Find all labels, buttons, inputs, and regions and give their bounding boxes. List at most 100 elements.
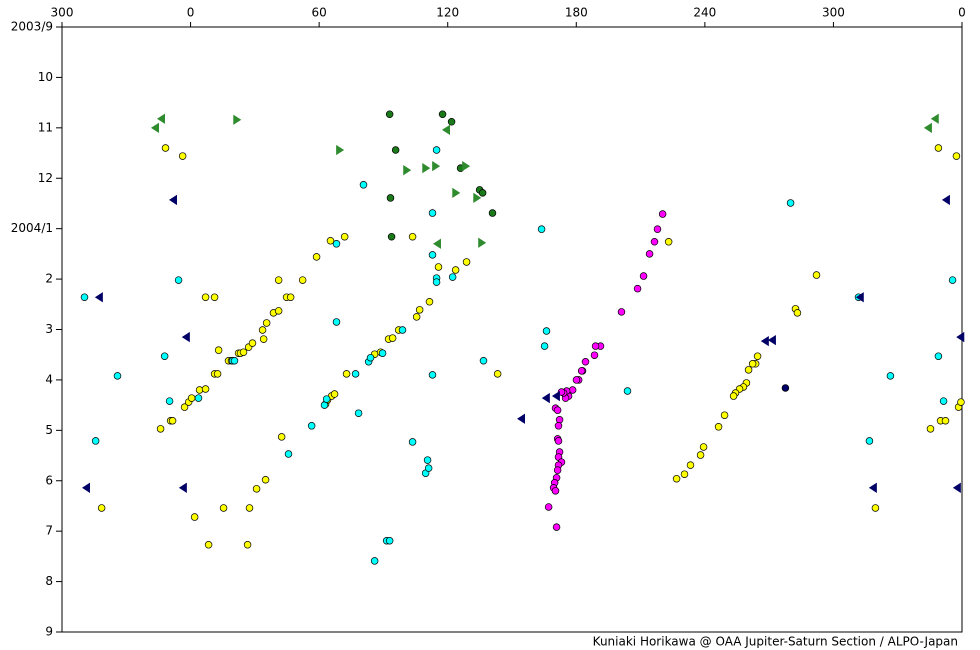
point	[617, 308, 626, 316]
point	[650, 238, 659, 246]
point	[473, 192, 482, 204]
point	[555, 415, 564, 424]
point	[178, 152, 187, 160]
point	[939, 397, 948, 405]
point	[956, 331, 965, 343]
point	[150, 122, 159, 133]
point	[425, 298, 434, 306]
point	[194, 394, 203, 402]
point	[408, 438, 417, 446]
point	[452, 187, 461, 199]
point	[388, 334, 397, 342]
point	[699, 443, 708, 451]
point	[926, 425, 935, 433]
point	[284, 450, 293, 458]
x-tick-label: 0	[187, 6, 195, 20]
point	[261, 475, 270, 484]
point	[213, 370, 222, 378]
point	[952, 482, 961, 493]
point	[94, 292, 103, 303]
y-tick-label: 9	[45, 625, 53, 639]
point	[201, 385, 210, 393]
x-tick-label: 0	[958, 6, 966, 20]
point	[451, 266, 460, 274]
point	[552, 523, 561, 531]
point	[544, 503, 553, 511]
point	[934, 352, 943, 360]
point	[537, 225, 546, 233]
point	[210, 293, 219, 301]
point	[180, 403, 189, 411]
point	[493, 370, 502, 378]
point	[432, 278, 441, 286]
x-tick-label: 60	[312, 6, 327, 20]
point	[408, 232, 417, 241]
point	[161, 144, 170, 152]
y-tick-label: 7	[45, 524, 53, 538]
point	[941, 417, 950, 425]
point	[930, 113, 939, 124]
point	[572, 376, 581, 384]
point	[219, 504, 228, 512]
point	[187, 394, 196, 402]
point	[274, 276, 283, 284]
point	[307, 422, 316, 430]
point	[448, 273, 457, 281]
point	[591, 342, 600, 350]
point	[181, 331, 190, 343]
point	[760, 335, 769, 347]
point	[113, 372, 122, 380]
y-tick-label: 3	[45, 322, 53, 336]
point	[934, 144, 943, 152]
x-tick-label: 300	[51, 6, 74, 20]
point	[729, 392, 738, 400]
point	[422, 163, 431, 174]
point	[686, 461, 695, 469]
footer: Kuniaki Horikawa @ OAA Jupiter-Saturn Se…	[593, 635, 958, 649]
point	[214, 346, 223, 354]
point	[286, 293, 295, 301]
point	[165, 397, 174, 405]
point	[748, 360, 757, 368]
y-tick-label: 8	[45, 574, 53, 588]
point	[639, 272, 648, 280]
point	[252, 485, 261, 493]
point	[923, 122, 932, 133]
y-tick-label: 4	[45, 372, 53, 386]
point	[332, 240, 341, 248]
point	[168, 417, 177, 425]
point	[156, 113, 165, 124]
point	[174, 276, 183, 284]
point	[952, 152, 961, 160]
point	[540, 342, 549, 350]
point	[868, 482, 877, 493]
point	[462, 258, 471, 266]
point	[714, 423, 723, 431]
point	[248, 339, 257, 347]
point	[479, 357, 488, 365]
point	[672, 474, 681, 483]
point	[91, 437, 100, 445]
point	[326, 237, 335, 245]
point	[387, 232, 396, 241]
point	[767, 334, 776, 346]
point	[781, 384, 790, 392]
point	[298, 276, 307, 284]
y-tick-label: 2004/1	[11, 221, 53, 235]
point	[948, 276, 957, 284]
y-tick-label: 12	[38, 171, 53, 185]
point	[664, 238, 673, 246]
y-tick-label: 2	[45, 272, 53, 286]
point	[432, 238, 441, 249]
x-tick-label: 120	[436, 6, 459, 20]
point	[277, 433, 286, 441]
point	[941, 194, 950, 206]
point	[590, 351, 599, 359]
point	[432, 146, 441, 154]
point	[178, 482, 187, 493]
point	[403, 165, 412, 176]
point	[385, 536, 394, 545]
point	[351, 370, 360, 378]
point	[432, 161, 441, 172]
